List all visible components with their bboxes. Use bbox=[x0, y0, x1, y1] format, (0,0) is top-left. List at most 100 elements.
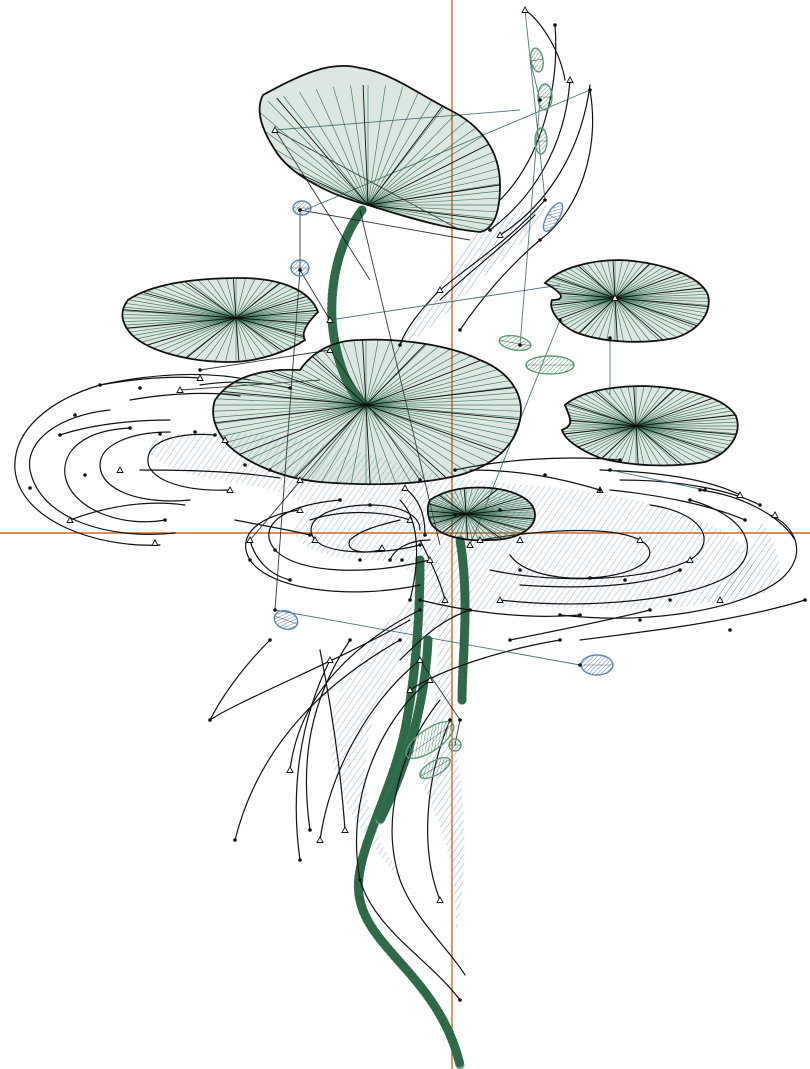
node-dot bbox=[488, 228, 492, 232]
node-triangle bbox=[466, 541, 474, 548]
node-dot bbox=[558, 318, 562, 322]
water-stroke bbox=[99, 431, 191, 502]
node-dot bbox=[423, 533, 427, 537]
fish bbox=[292, 200, 312, 216]
node-dot bbox=[518, 343, 522, 347]
water-stroke bbox=[245, 509, 421, 593]
water-stroke bbox=[64, 427, 166, 523]
jump-connector bbox=[329, 349, 421, 481]
node-triangle bbox=[296, 506, 304, 513]
water-stroke bbox=[699, 489, 796, 541]
node-dot bbox=[518, 568, 522, 572]
water-stroke bbox=[139, 469, 281, 479]
node-dot bbox=[368, 503, 372, 507]
node-dot bbox=[298, 208, 302, 212]
fish bbox=[525, 355, 575, 375]
lily-pad-outline bbox=[258, 64, 501, 233]
node-triangle bbox=[151, 539, 159, 546]
node-dot bbox=[608, 468, 612, 472]
node-dot bbox=[543, 473, 547, 477]
node-triangle bbox=[271, 126, 279, 133]
lily-pad-outline bbox=[560, 385, 739, 467]
node-triangle bbox=[496, 231, 504, 238]
node-triangle bbox=[611, 294, 619, 301]
water-stroke bbox=[348, 519, 401, 553]
node-triangle bbox=[426, 676, 434, 683]
node-triangle bbox=[566, 76, 574, 83]
node-dot bbox=[243, 463, 247, 467]
node-triangle bbox=[286, 766, 294, 773]
water-stroke bbox=[404, 487, 426, 536]
node-dot bbox=[400, 558, 404, 562]
node-dot bbox=[418, 478, 422, 482]
node-dot bbox=[558, 613, 562, 617]
jump-connector bbox=[274, 109, 521, 131]
water-stroke bbox=[524, 9, 566, 81]
lily-pad-outline bbox=[121, 277, 320, 363]
node-dot bbox=[193, 430, 197, 434]
water-stroke bbox=[399, 609, 471, 661]
node-dot bbox=[398, 638, 402, 642]
water-stroke-group bbox=[14, 9, 806, 1001]
lily-pad-outline bbox=[426, 486, 536, 542]
node-dot bbox=[73, 413, 77, 417]
node-dot bbox=[598, 488, 602, 492]
fish bbox=[405, 720, 455, 760]
node-triangle bbox=[406, 686, 414, 693]
node-triangle bbox=[221, 436, 229, 443]
node-dot bbox=[213, 433, 217, 437]
node-dot bbox=[728, 628, 732, 632]
water-fill-region bbox=[700, 520, 780, 602]
water-stroke bbox=[305, 639, 351, 831]
node-triangle bbox=[771, 511, 779, 518]
node-dot bbox=[453, 513, 457, 517]
lily-pad-ribs bbox=[545, 260, 709, 342]
node-dot bbox=[98, 383, 102, 387]
water-stroke bbox=[129, 392, 241, 401]
lily-pad-fill bbox=[259, 65, 500, 232]
water-stroke bbox=[209, 639, 271, 721]
water-stroke bbox=[489, 79, 571, 231]
jump-connector bbox=[249, 404, 366, 541]
node-triangle bbox=[326, 346, 334, 353]
node-triangle bbox=[316, 836, 324, 843]
node-dot bbox=[678, 568, 682, 572]
node-triangle bbox=[496, 596, 504, 603]
water-stroke bbox=[14, 384, 161, 546]
lily-pad bbox=[560, 385, 739, 467]
lily-pad-outline bbox=[543, 259, 710, 343]
node-dot bbox=[358, 558, 362, 562]
water-stroke bbox=[69, 502, 186, 521]
lily-pad bbox=[121, 277, 320, 363]
node-dot bbox=[638, 618, 642, 622]
water-fill-region bbox=[148, 431, 757, 900]
node-triangle bbox=[406, 516, 414, 523]
water-stroke bbox=[609, 489, 746, 521]
stem-beads bbox=[455, 535, 470, 705]
lily-pad-outline bbox=[212, 338, 522, 486]
node-dot bbox=[588, 576, 592, 580]
node-dot bbox=[703, 488, 707, 492]
node-dot bbox=[623, 578, 627, 582]
water-stroke bbox=[209, 619, 411, 721]
node-dot bbox=[458, 328, 462, 332]
node-triangle bbox=[436, 286, 444, 293]
node-dot bbox=[453, 468, 457, 472]
node-dot bbox=[608, 336, 612, 340]
water-stroke bbox=[295, 659, 331, 861]
node-dot bbox=[338, 498, 342, 502]
water-stroke bbox=[99, 373, 251, 386]
water-stroke bbox=[289, 609, 421, 771]
lily-pad-ribs bbox=[427, 487, 535, 541]
node-dot bbox=[468, 608, 472, 612]
water-stroke bbox=[419, 539, 446, 601]
node-triangle bbox=[521, 6, 529, 13]
node-dot bbox=[538, 238, 542, 242]
water-stroke bbox=[439, 214, 536, 301]
node-triangle bbox=[416, 656, 424, 663]
lily-pad bbox=[426, 486, 536, 542]
water-stroke bbox=[356, 679, 461, 1001]
node-dot bbox=[508, 638, 512, 642]
fish-spine bbox=[406, 723, 454, 757]
